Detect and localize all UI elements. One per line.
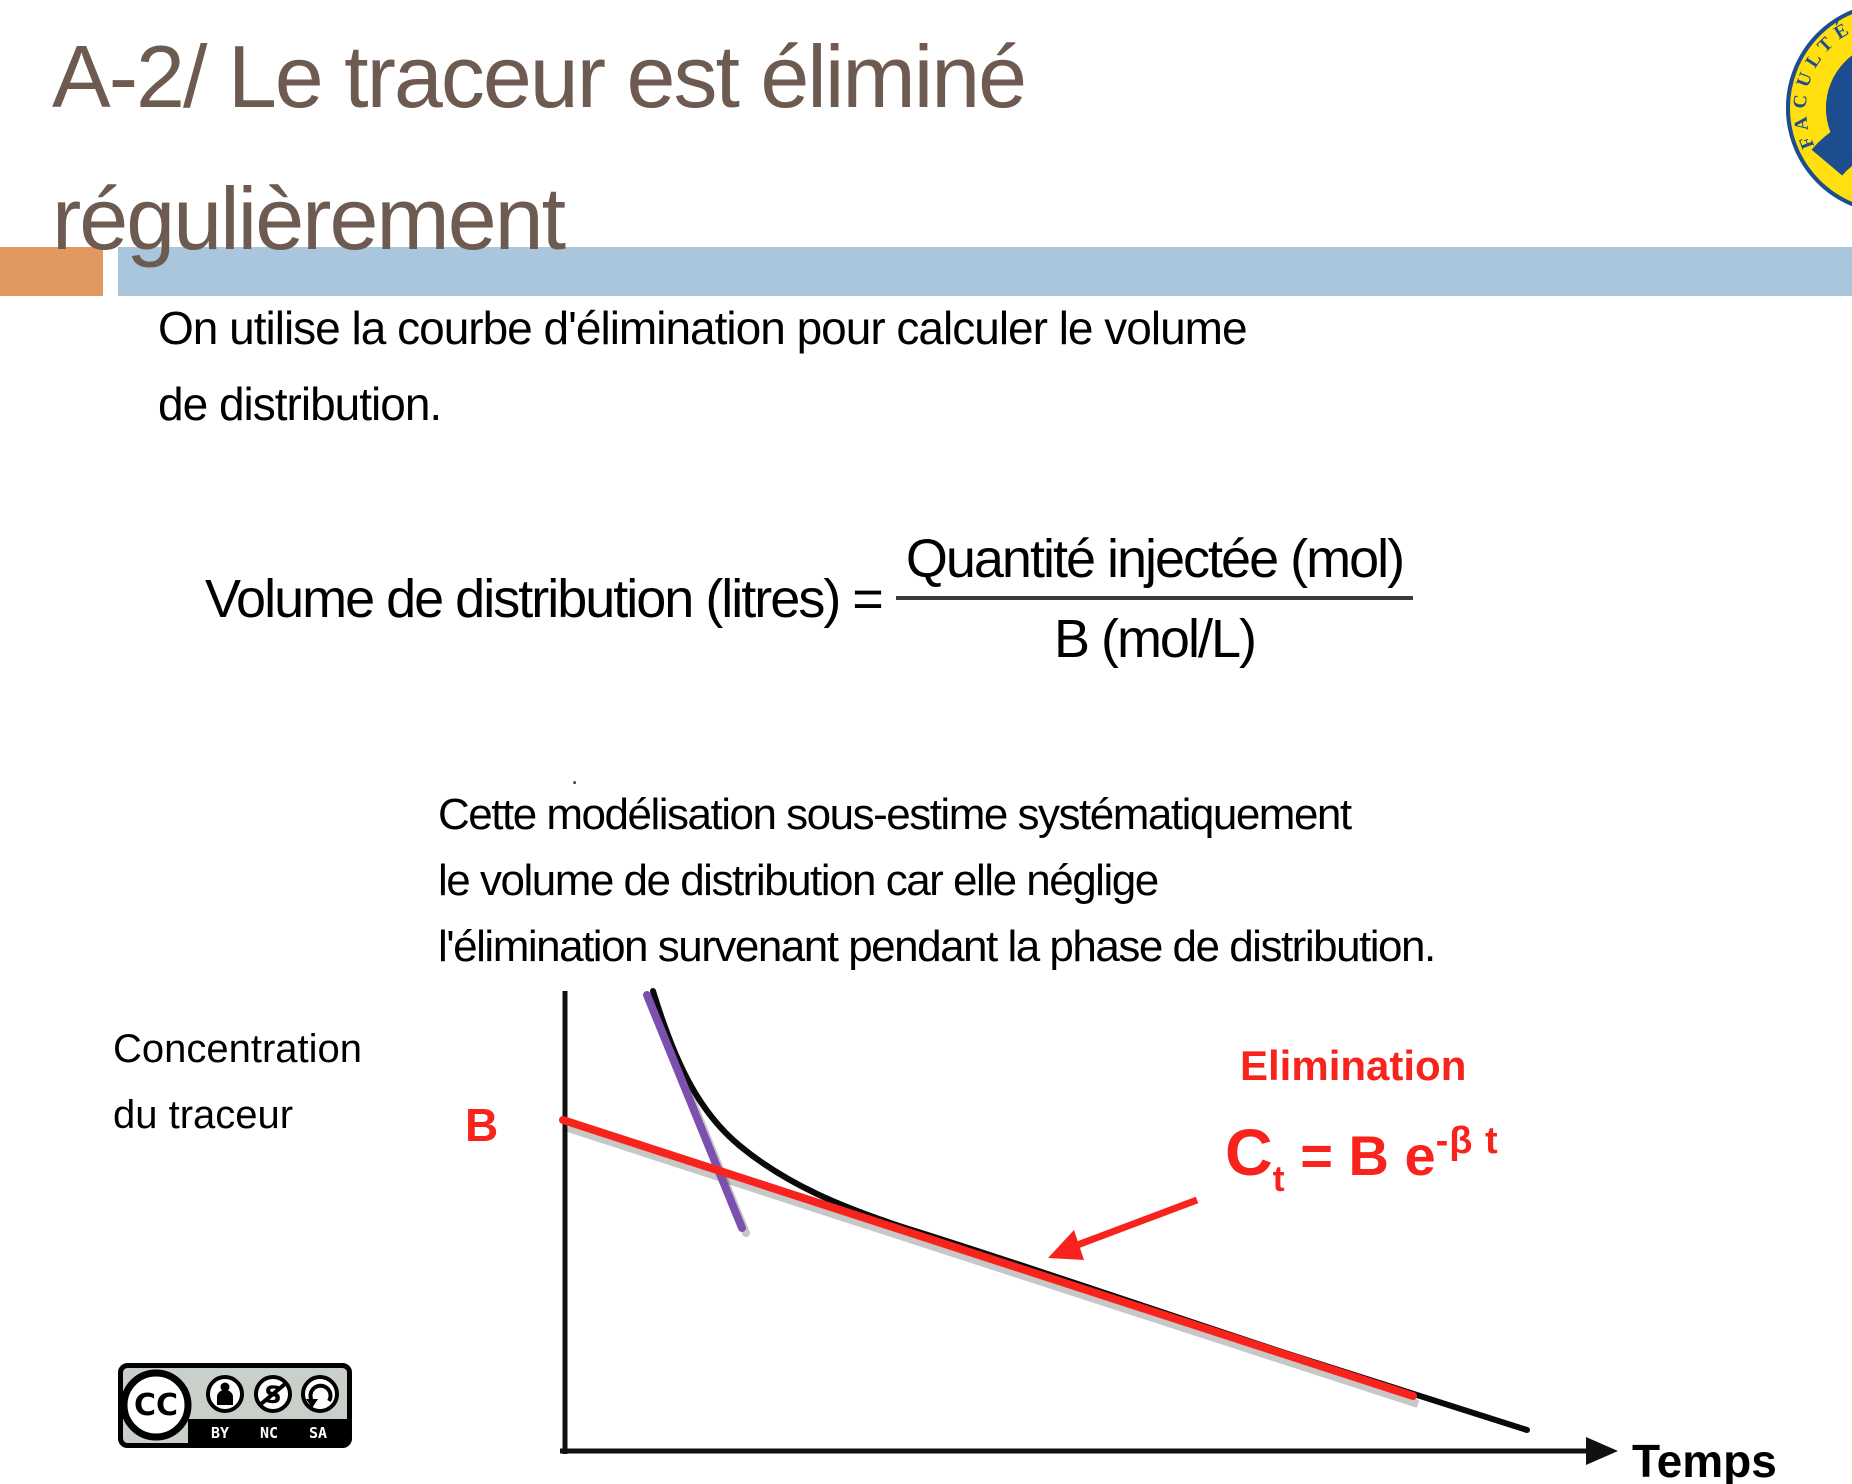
- note-line2: le volume de distribution car elle négli…: [438, 856, 1159, 905]
- intro-line2: de distribution.: [158, 378, 442, 430]
- x-axis-label: Temps: [1632, 1435, 1777, 1484]
- y-axis-label: Concentration du traceur: [113, 1016, 362, 1148]
- accent-blue-bar: [118, 247, 1852, 296]
- y-axis-label-line2: du traceur: [113, 1093, 294, 1137]
- elimination-label: Elimination: [1240, 1042, 1467, 1089]
- note-paragraph: Cette modélisation sous-estime systémati…: [438, 782, 1436, 980]
- sa-share-alike-icon: [301, 1375, 339, 1413]
- volume-formula: Volume de distribution (litres) = Quanti…: [205, 528, 1414, 670]
- badge-term-nc: NC: [260, 1424, 278, 1442]
- cc-icon-text: CC: [134, 1388, 178, 1423]
- annotation-arrow-head: [1048, 1230, 1084, 1260]
- elimination-line: [559, 1116, 1417, 1400]
- formula-lhs: Volume de distribution (litres) =: [205, 569, 884, 629]
- intro-paragraph: On utilise la courbe d'élimination pour …: [158, 290, 1248, 442]
- by-person-icon: [206, 1375, 244, 1413]
- logo-ring: [1788, 12, 1852, 204]
- cc-license-badge: CC S BY NC SA: [118, 1363, 352, 1448]
- accent-orange-rect: [0, 247, 103, 296]
- elimination-line-shadow: [566, 1124, 1420, 1408]
- badge-term-sa: SA: [309, 1424, 327, 1442]
- note-line1: Cette modélisation sous-estime systémati…: [438, 790, 1352, 839]
- intro-line1: On utilise la courbe d'élimination pour …: [158, 302, 1248, 354]
- cc-icon: [120, 1369, 192, 1441]
- note-line3: l'élimination survenant pendant la phase…: [438, 922, 1436, 971]
- elimination-formula: Ct = B e-β t: [1225, 1114, 1499, 1200]
- logo-inner-disk: [1826, 55, 1852, 161]
- nc-no-money-icon: S: [254, 1375, 292, 1413]
- y-axis-label-line1: Concentration: [113, 1027, 363, 1071]
- badge-term-by: BY: [211, 1424, 229, 1442]
- distribution-line: [643, 991, 746, 1232]
- stray-dot: .: [571, 760, 579, 790]
- logo-rim: [1786, 9, 1852, 207]
- formula-denominator: B (mol/L): [895, 596, 1414, 670]
- formula-subscript: t: [1272, 1158, 1285, 1199]
- slide-title-line1: A-2/ Le traceur est éliminé: [52, 27, 1027, 126]
- annotation-arrow-shaft: [1070, 1196, 1199, 1251]
- faculty-logo: FACULTÉ U SC: [1786, 9, 1852, 207]
- slide-title: A-2/ Le traceur est éliminé régulièremen…: [52, 6, 1027, 290]
- badge-strip: [188, 1419, 347, 1443]
- formula-mid: = B e: [1284, 1124, 1436, 1187]
- formula-fraction: Quantité injectée (mol) B (mol/L): [895, 528, 1414, 670]
- intercept-label: B: [465, 1099, 499, 1151]
- formula-exponent: -β t: [1435, 1120, 1499, 1162]
- formula-base: C: [1225, 1115, 1273, 1189]
- slide-title-line2: régulièrement: [52, 169, 566, 268]
- formula-numerator: Quantité injectée (mol): [905, 529, 1405, 589]
- x-axis-arrowhead: [1586, 1437, 1618, 1465]
